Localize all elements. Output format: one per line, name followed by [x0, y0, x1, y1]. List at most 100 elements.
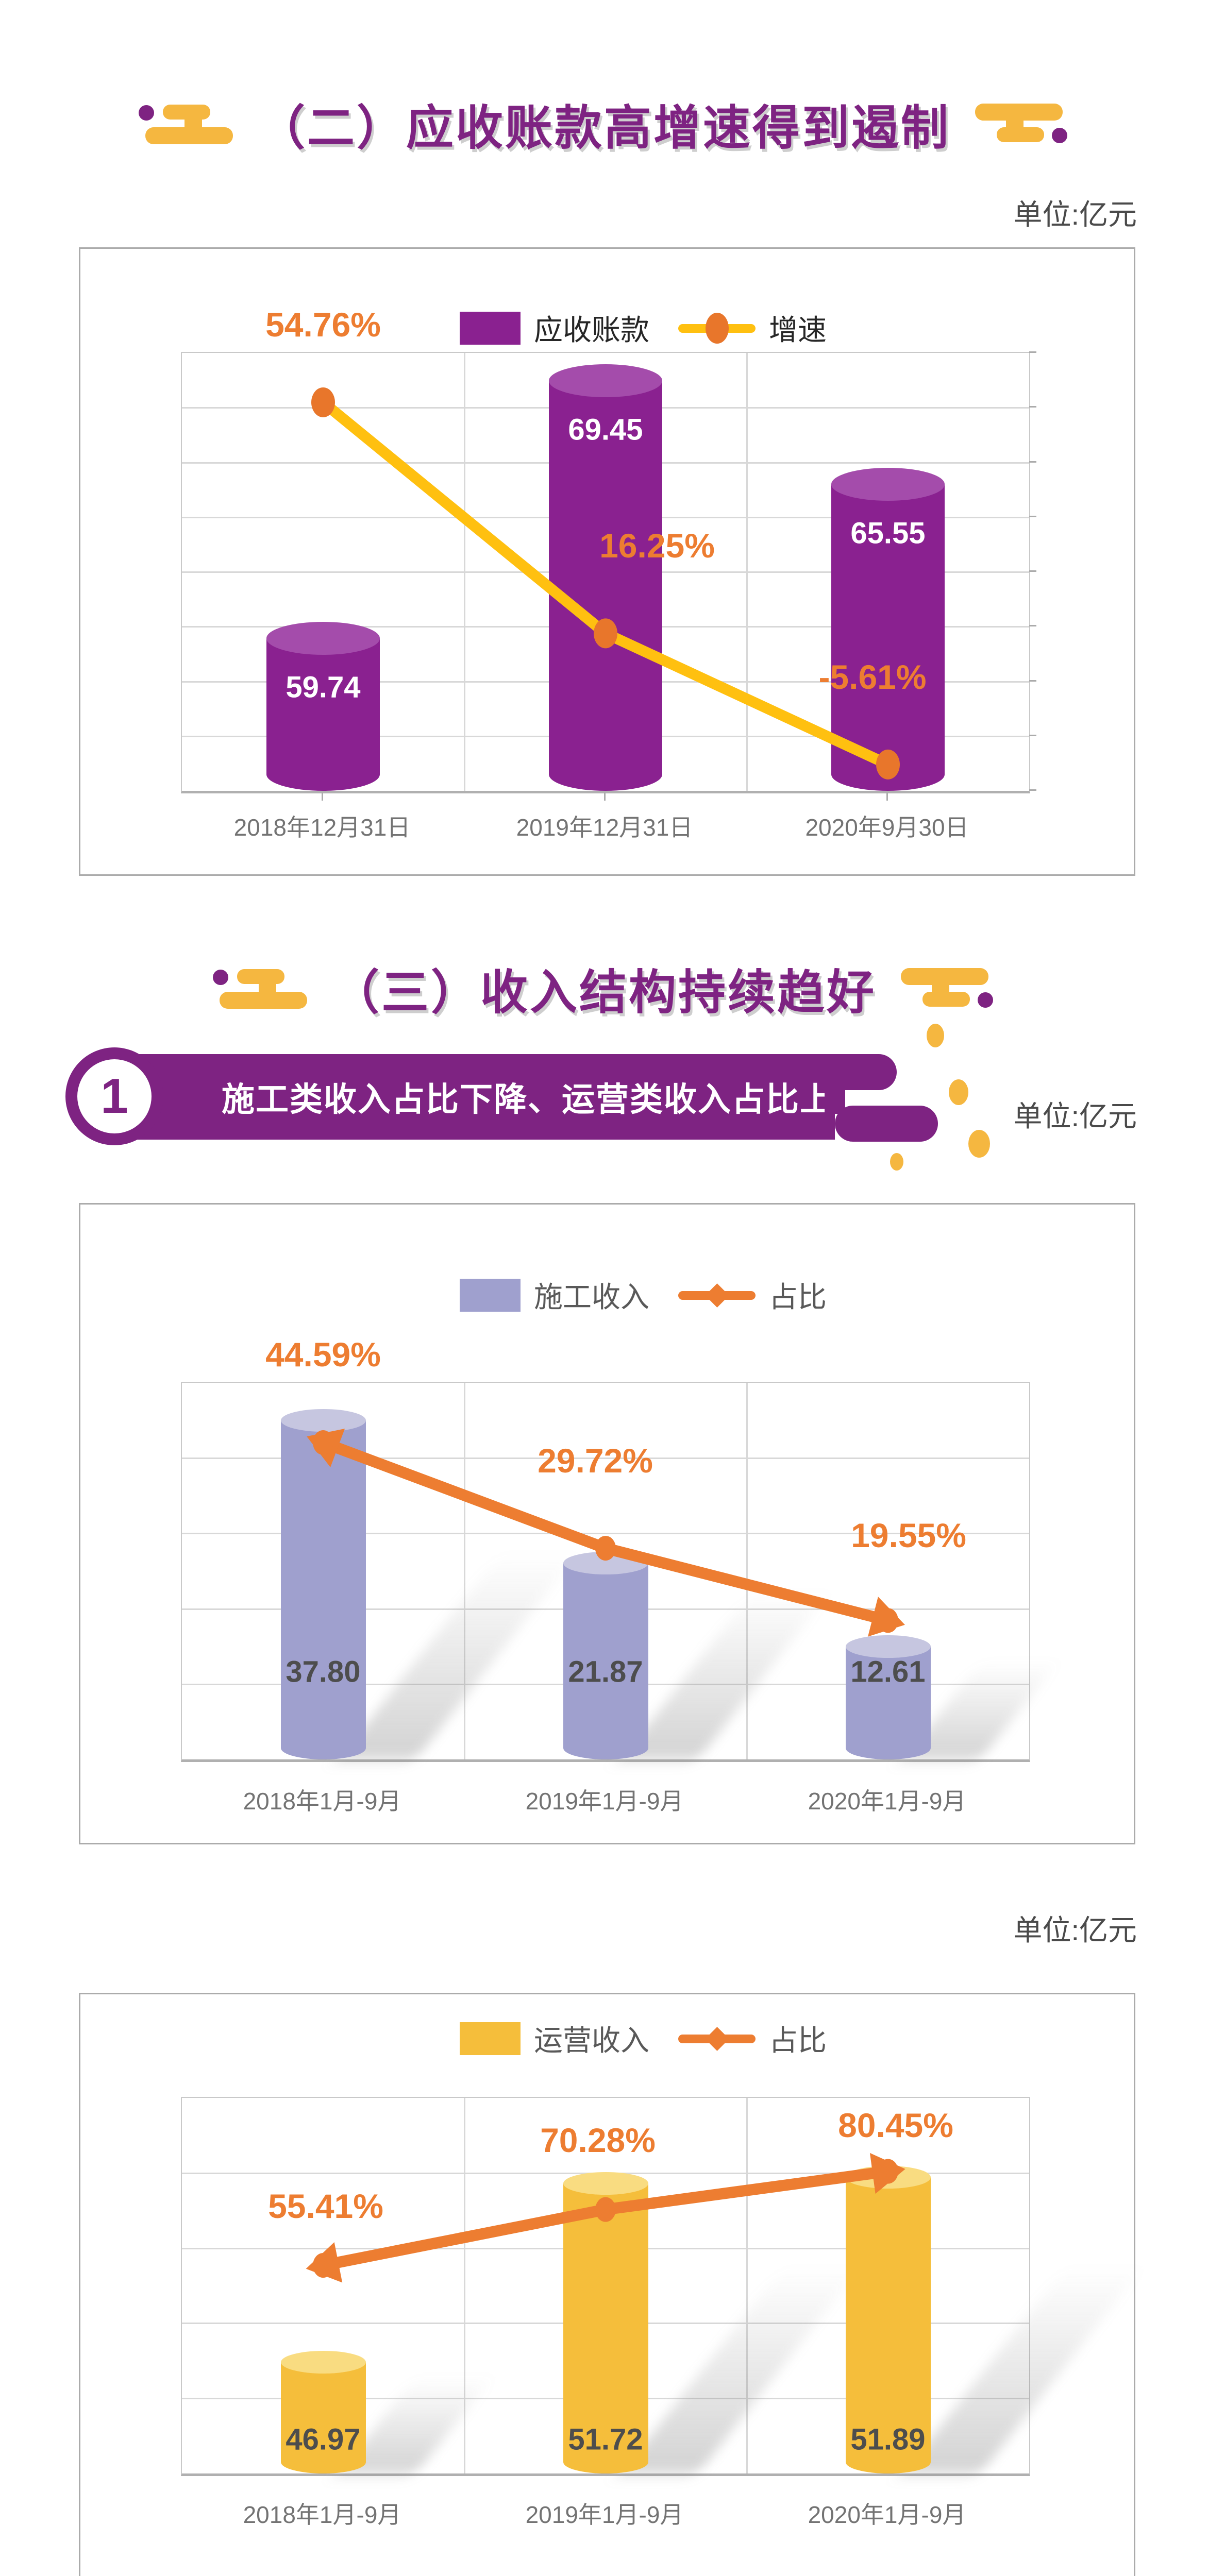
line-point-marker: [876, 749, 900, 779]
bar-cylinder: [280, 2350, 366, 2473]
line-point-marker: [878, 2159, 898, 2184]
bar-body: [845, 1646, 931, 1759]
x-axis-label: 2018年12月31日: [233, 814, 411, 841]
x-axis-label: 2019年1月-9月: [525, 2501, 684, 2528]
bar-series-swatch-icon: [460, 311, 521, 345]
gridline: [464, 2098, 465, 2473]
chart-card-1: 应收账款 增速 59.74 69.45 65.55 54.76% 16.25% -5.61% 2…: [79, 247, 1135, 876]
line-point-label: 29.72%: [538, 1442, 653, 1480]
banner-number-badge: 1: [65, 1047, 163, 1145]
chart-legend: 运营收入 占比: [460, 2018, 827, 2059]
title-decoration-right-icon: [975, 103, 1067, 143]
x-axis-label: 2020年1月-9月: [808, 2501, 966, 2528]
legend-item-bar: 施工收入: [460, 1274, 649, 1316]
x-axis-label: 2018年1月-9月: [243, 1788, 401, 1815]
bar-top-ellipse: [549, 364, 662, 398]
legend-item-line: 占比: [678, 2018, 827, 2059]
line-sample-marker-icon: [705, 1283, 729, 1308]
gridline: [464, 353, 465, 791]
chart-card-2: 施工收入 占比 37.80 21.87 12.61 44.59% 29.72% 19.55% 2…: [79, 1203, 1135, 1844]
section-3-title-row: （三）收入结构持续趋好: [0, 942, 1208, 1035]
bar-cylinder: [831, 468, 945, 791]
section-2-title: （二）应收账款高增速得到遏制: [257, 101, 950, 155]
axis-tick: [322, 792, 323, 801]
legend-item-line: 占比: [678, 1274, 827, 1316]
bar-cylinder: [549, 364, 662, 791]
bar-body: [266, 638, 380, 791]
gridline: [746, 1383, 748, 1759]
trend-line: [311, 387, 900, 779]
line-series-legend-label: 占比: [769, 1281, 827, 1313]
bar-value-label: 51.72: [568, 2422, 643, 2456]
x-axis-label: 2018年1月-9月: [243, 2501, 401, 2528]
x-axis-label: 2020年1月-9月: [808, 1788, 966, 1815]
section-2-title-row: （二）应收账款高增速得到遏制: [0, 77, 1208, 170]
unit-label-chart2: 单位:亿元: [1013, 1100, 1137, 1132]
line-point-label: 55.41%: [268, 2187, 383, 2226]
bar-body: [280, 2362, 366, 2473]
bar-value-label: 69.45: [568, 413, 643, 447]
bar-value-label: 21.87: [568, 1655, 643, 1689]
line-series-marker-icon: [678, 2022, 756, 2055]
line-point-label: 70.28%: [540, 2121, 656, 2159]
bar-cylinder: [280, 1409, 366, 1759]
bar-series-swatch-icon: [460, 2022, 521, 2055]
bar-value-label: 59.74: [286, 670, 361, 704]
gridline: [464, 1383, 465, 1759]
bar-body: [845, 2177, 931, 2473]
bar-cylinder: [845, 2165, 931, 2473]
axis-tick: [1029, 789, 1036, 791]
axis-tick: [1029, 734, 1036, 736]
bar-top-ellipse: [845, 1635, 931, 1658]
axis-tick: [1029, 351, 1036, 353]
trend-line: [306, 2153, 905, 2283]
x-axis-label: 2019年12月31日: [516, 814, 693, 841]
line-series-legend-label: 增速: [769, 314, 827, 346]
bar-body: [280, 1420, 366, 1759]
line-series-marker-icon: [678, 1279, 756, 1312]
bar-series-swatch-icon: [460, 1278, 521, 1312]
bar-top-ellipse: [266, 622, 380, 655]
trend-line: [307, 1429, 905, 1637]
axis-tick: [886, 792, 888, 801]
banner-number: 1: [100, 1069, 128, 1124]
bar-value-label: 37.80: [286, 1655, 361, 1689]
section-3-title: （三）收入结构持续趋好: [331, 966, 876, 1019]
banner-decoration-icon: [825, 1024, 990, 1171]
bar-series-legend-label: 施工收入: [534, 1281, 649, 1313]
bar-value-label: 65.55: [850, 516, 926, 550]
bar-top-ellipse: [831, 468, 945, 501]
chart-card-3: 运营收入 占比 46.97 51.72 51.89 55.41% 70.28% 80.45% 2…: [79, 1993, 1142, 2576]
axis-tick: [1029, 625, 1036, 627]
line-point-label: 19.55%: [851, 1516, 966, 1555]
line-point-label: 16.25%: [599, 527, 715, 565]
axis-tick: [1029, 570, 1036, 572]
chart-plot-area: 37.80 21.87 12.61 44.59% 29.72% 19.55%: [181, 1335, 1056, 1762]
bar-top-ellipse: [280, 2350, 366, 2374]
bar-value-label: 51.89: [850, 2422, 926, 2456]
legend-item-bar: 运营收入: [460, 2018, 649, 2059]
title-decoration-right-icon: [901, 968, 993, 1008]
chart-legend: 应收账款 增速: [460, 307, 827, 349]
legend-item-bar: 应收账款: [460, 307, 649, 349]
bar-body: [831, 484, 945, 791]
line-point-marker: [311, 387, 335, 417]
bar-cylinder: [266, 622, 380, 791]
axis-tick: [604, 792, 606, 801]
line-series-marker-icon: [678, 312, 756, 345]
bar-top-ellipse: [280, 1409, 366, 1432]
legend-item-line: 增速: [678, 307, 827, 349]
line-point-marker: [878, 1608, 898, 1633]
line-point-marker: [594, 618, 617, 649]
unit-label-chart1: 单位:亿元: [1013, 198, 1137, 231]
bar-value-label: 46.97: [286, 2422, 361, 2456]
axis-tick: [1029, 406, 1036, 408]
line-point-label: 80.45%: [838, 2106, 953, 2144]
x-axis-label: 2020年9月30日: [805, 814, 969, 841]
axis-tick: [1029, 680, 1036, 682]
bar-series-legend-label: 运营收入: [534, 2024, 649, 2057]
axis-tick: [1029, 461, 1036, 463]
banner-1: 施工类收入占比下降、运营类收入占比上升: [98, 1054, 867, 1140]
chart-plot-area: 46.97 51.72 51.89 55.41% 70.28% 80.45%: [181, 2097, 1142, 2476]
